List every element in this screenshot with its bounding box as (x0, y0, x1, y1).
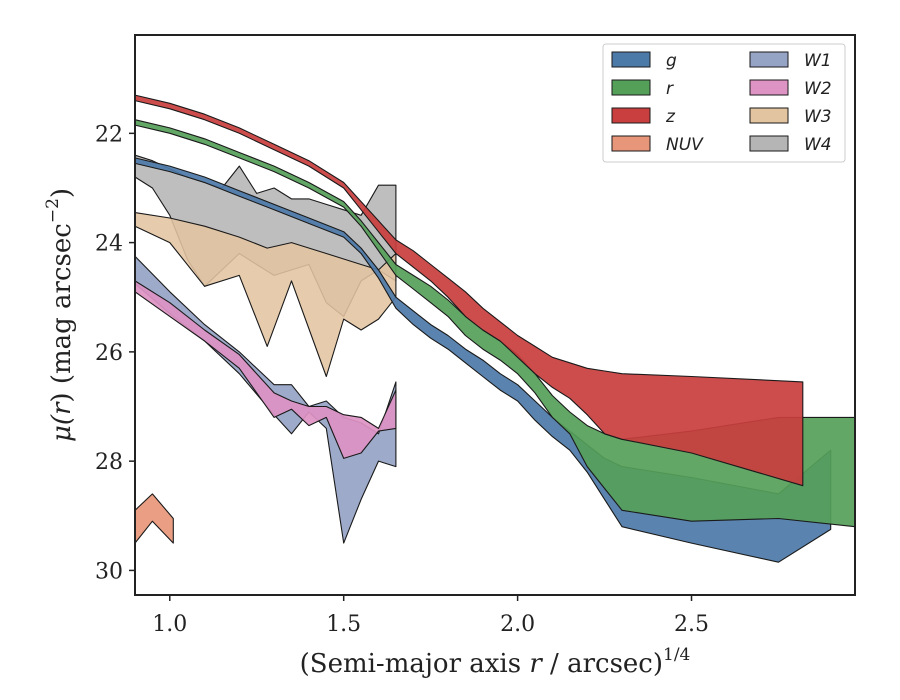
y-axis-label-var: r (47, 401, 77, 415)
y-tick-label: 24 (95, 232, 123, 257)
x-axis-label-main: (Semi-major axis (300, 649, 530, 679)
x-axis-label-var: r (529, 649, 543, 679)
legend-swatch-r (611, 79, 651, 96)
legend-swatch-g (611, 51, 651, 68)
x-axis-label-sup: 1/4 (663, 645, 690, 665)
legend-box (602, 43, 846, 163)
y-tick-label: 26 (95, 341, 123, 366)
legend-swatch-nuv (611, 135, 651, 152)
band-g (134, 157, 832, 563)
y-axis-label-close: ) (47, 188, 77, 198)
x-axis-label-rest: / arcsec) (542, 649, 663, 679)
x-tick-label: 2.5 (674, 612, 709, 637)
x-axis-label: (Semi-major axis r / arcsec)1/4 (300, 645, 691, 679)
band-w2 (134, 280, 397, 459)
y-axis-label: μ(r) (mag arcsec−2) (43, 188, 77, 442)
legend-label-g: g (666, 51, 677, 71)
x-tick-label: 1.0 (152, 612, 187, 637)
data-bands (134, 94, 856, 563)
legend-swatch-w4 (749, 135, 789, 152)
legend-swatch-w2 (749, 79, 789, 96)
legend-label-nuv: NUV (666, 135, 704, 155)
legend-swatch-z (611, 107, 651, 124)
legend-label-w2: W2 (804, 79, 832, 99)
band-z (134, 94, 804, 487)
legend-label-w4: W4 (804, 135, 832, 155)
y-tick-label: 22 (95, 122, 123, 147)
legend-label-w3: W3 (804, 107, 832, 127)
band-nuv (134, 493, 174, 544)
y-axis-label-sup: −2 (43, 198, 63, 223)
legend-swatch-w3 (749, 107, 789, 124)
y-tick-label: 30 (95, 559, 123, 584)
x-tick-label: 1.5 (326, 612, 361, 637)
y-axis-label-pre: μ( (47, 414, 77, 442)
plot-frame (134, 34, 856, 596)
axis-ticks: 1.0 1.5 2.0 2.5 22 24 26 28 30 (95, 122, 709, 637)
legend: grz NUV W1 W2 W3 W4 (602, 43, 846, 163)
legend-label-w1: W1 (804, 51, 832, 71)
legend-label-r: r (666, 79, 674, 99)
x-tick-label: 2.0 (500, 612, 535, 637)
y-axis-label-post: ) (mag arcsec (47, 223, 77, 402)
legend-swatch-w1 (749, 51, 789, 68)
legend-label-z: z (665, 107, 676, 127)
y-tick-label: 28 (95, 450, 123, 475)
